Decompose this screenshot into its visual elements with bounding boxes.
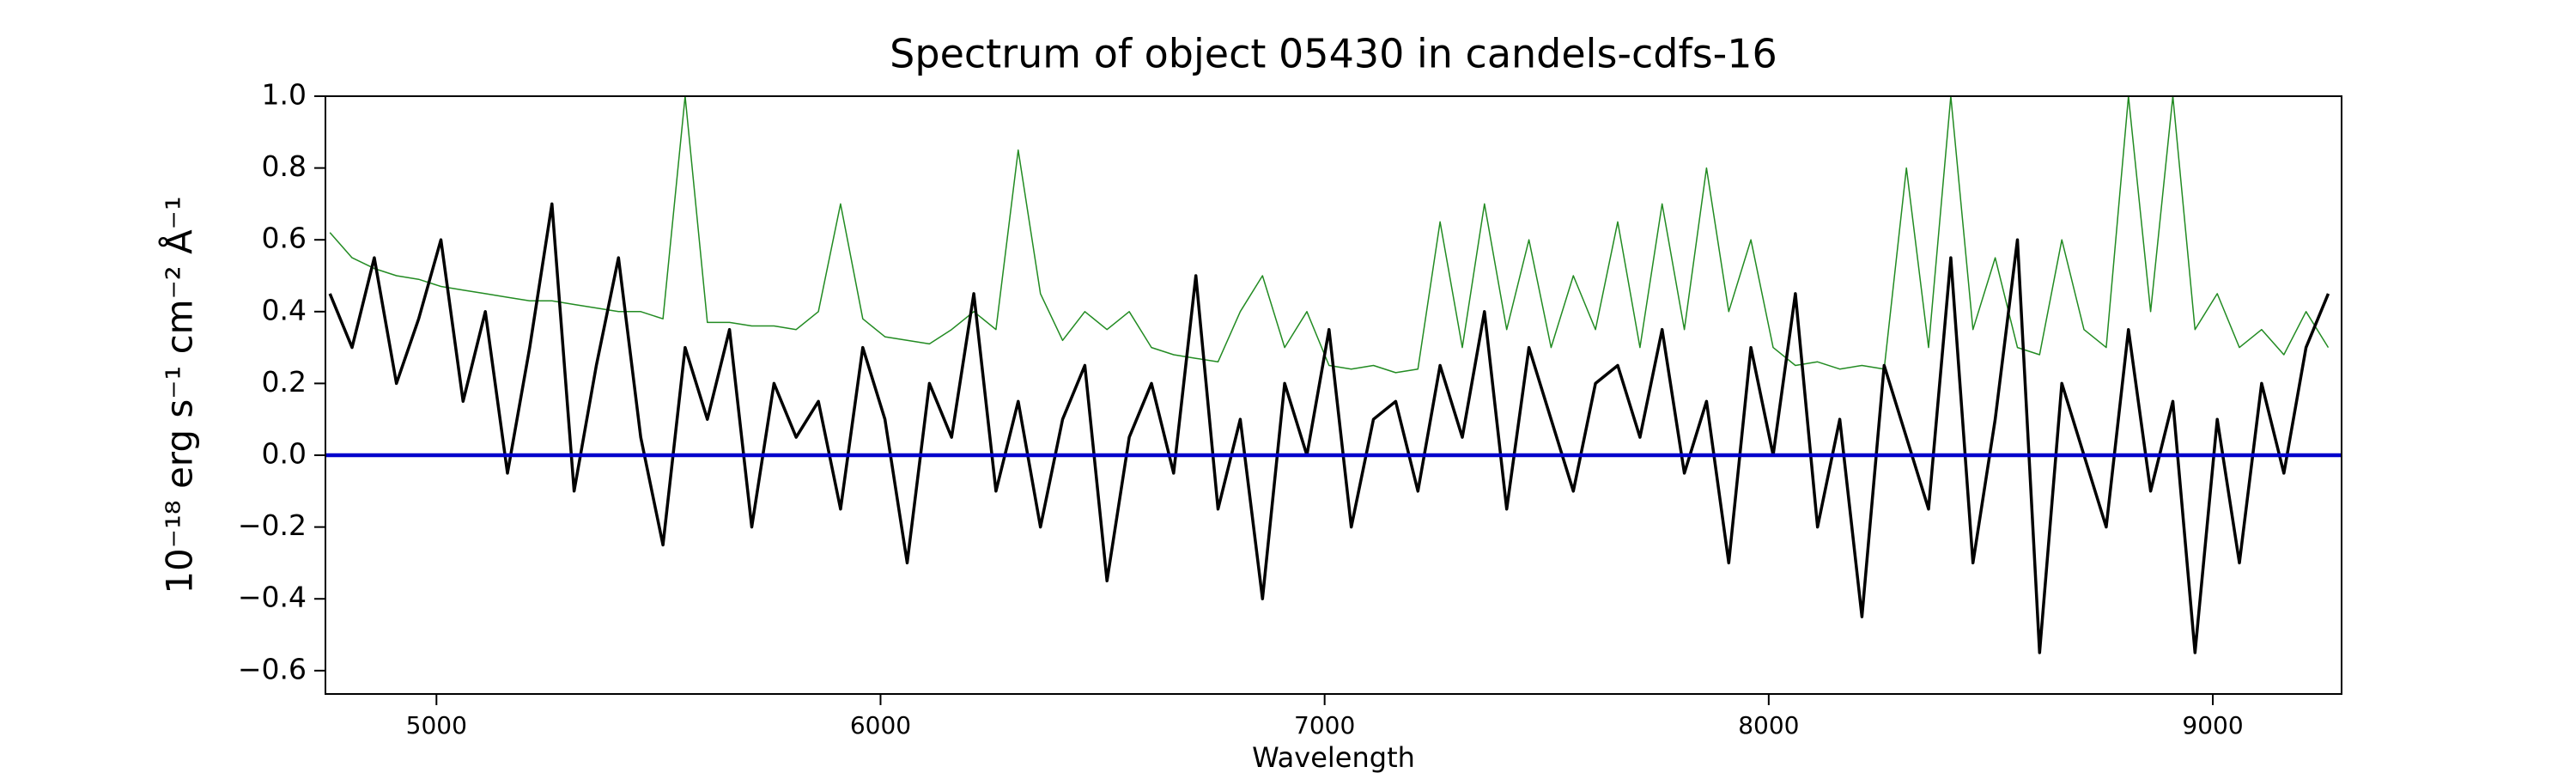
x-axis-label: Wavelength: [1252, 741, 1415, 773]
chart-title: Spectrum of object 05430 in candels-cdfs…: [890, 31, 1777, 77]
y-axis-label: 10⁻¹⁸ erg s⁻¹ cm⁻² Å⁻¹: [158, 196, 201, 593]
plot-frame: [325, 95, 2342, 695]
y-tick-label: 0.8: [262, 149, 307, 183]
y-tick-label: 0.6: [262, 222, 307, 255]
x-tick-label: 8000: [1738, 711, 1799, 740]
y-tick-label: −0.6: [238, 652, 307, 685]
spectrum-line: [329, 96, 2330, 374]
x-tick-label: 5000: [406, 711, 467, 740]
y-tick-label: 1.0: [262, 78, 307, 112]
y-tick-label: 0.2: [262, 365, 307, 399]
plot-lines: [325, 96, 2342, 654]
x-tick-label: 9000: [2182, 711, 2243, 740]
x-tick-label: 6000: [850, 711, 911, 740]
y-tick-label: −0.2: [238, 508, 307, 542]
y-tick-label: −0.4: [238, 581, 307, 614]
spectrum-line: [328, 202, 2330, 654]
y-tick-label: 0.0: [262, 437, 307, 471]
y-tick-label: 0.4: [262, 293, 307, 326]
x-tick-label: 7000: [1294, 711, 1355, 740]
